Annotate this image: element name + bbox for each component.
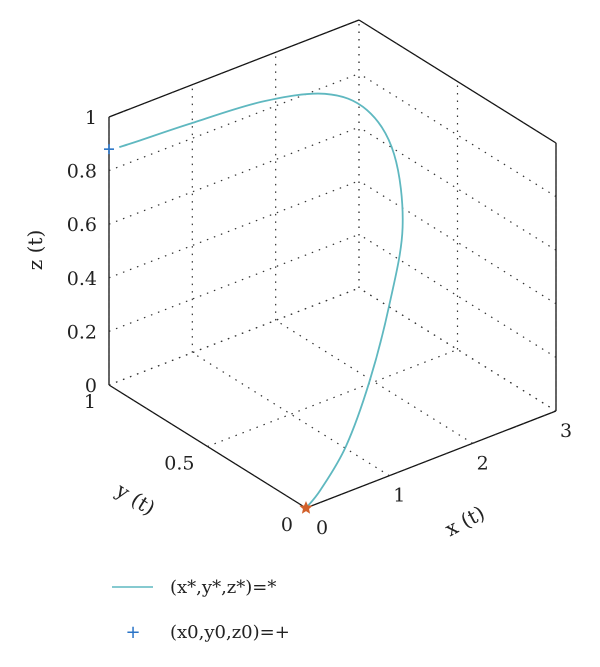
- plot-box: [108, 19, 557, 509]
- grid-line: [108, 384, 307, 509]
- grid-line: [358, 19, 557, 144]
- z-tick-label: 0.2: [67, 321, 97, 343]
- x-tick-label: 0: [316, 517, 328, 539]
- y-tick-label: 0.5: [164, 453, 194, 475]
- series-layer: [104, 92, 404, 514]
- legend-label-trajectory: (x*,y*,z*)=*: [170, 577, 276, 598]
- equilibrium-star-marker: [299, 500, 313, 514]
- y-tick-label: 1: [84, 391, 96, 413]
- z-tick-label: 0.6: [67, 214, 97, 236]
- grid-line: [358, 287, 557, 412]
- grid-lines: [108, 19, 557, 509]
- z-tick-label: 0.4: [67, 268, 97, 290]
- grid-line: [108, 73, 360, 172]
- z-axis-label: z (t): [23, 230, 47, 271]
- grid-line: [108, 180, 360, 279]
- grid-line: [358, 126, 557, 251]
- z-tick-label: 1: [85, 107, 97, 129]
- grid-line: [108, 287, 360, 386]
- y-tick-label: 0: [281, 514, 293, 536]
- legend-plus-swatch: +: [125, 622, 140, 643]
- grid-line: [207, 348, 458, 448]
- legend: (x*,y*,z*)=* + (x0,y0,z0)=+: [112, 577, 290, 643]
- box-edge: [305, 410, 557, 509]
- grid-line: [108, 233, 360, 332]
- grid-line: [358, 233, 557, 358]
- grid-line: [275, 319, 473, 444]
- grid-line: [358, 180, 557, 305]
- series-line-trajectory: [119, 92, 404, 509]
- grid-line: [358, 73, 557, 198]
- grid-line: [108, 287, 360, 386]
- initial-point-marker: [104, 144, 114, 155]
- x-axis-label: x (t): [441, 501, 489, 542]
- x-tick-label: 1: [393, 485, 405, 507]
- x-tick-label: 2: [477, 452, 489, 474]
- legend-label-initial: (x0,y0,z0)=+: [170, 622, 290, 643]
- x-tick-label: 3: [560, 420, 572, 442]
- y-axis-label: y (t): [111, 477, 160, 520]
- z-tick-label: 0: [85, 375, 97, 397]
- z-tick-label: 0.8: [67, 161, 97, 183]
- grid-line: [192, 352, 390, 477]
- grid-line: [108, 126, 360, 225]
- box-edge: [108, 19, 360, 118]
